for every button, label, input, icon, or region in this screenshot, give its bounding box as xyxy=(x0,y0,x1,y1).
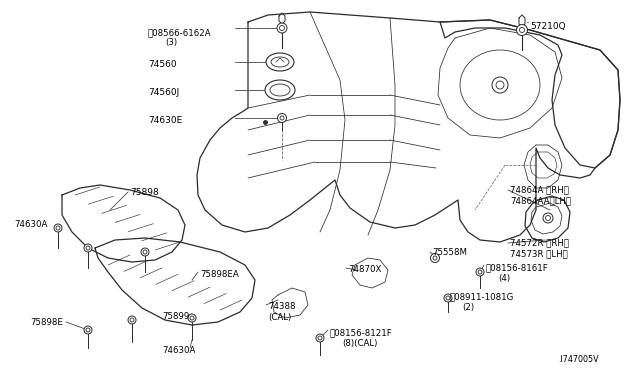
Text: 57210Q: 57210Q xyxy=(530,22,566,31)
Text: 74870X: 74870X xyxy=(348,265,381,274)
Circle shape xyxy=(316,334,324,342)
Text: (8)(CAL): (8)(CAL) xyxy=(342,339,378,348)
Circle shape xyxy=(496,81,504,89)
Ellipse shape xyxy=(270,84,290,96)
Circle shape xyxy=(188,314,196,322)
Text: Ⓢ08566-6162A: Ⓢ08566-6162A xyxy=(148,28,212,37)
Text: (4): (4) xyxy=(498,274,510,283)
Circle shape xyxy=(516,25,527,35)
Circle shape xyxy=(543,213,553,223)
Text: 74630A: 74630A xyxy=(14,220,47,229)
Text: 74573R 〈LH〉: 74573R 〈LH〉 xyxy=(510,249,568,258)
Text: ⒲08156-8121F: ⒲08156-8121F xyxy=(330,328,393,337)
Circle shape xyxy=(190,316,194,320)
Ellipse shape xyxy=(271,57,289,67)
Circle shape xyxy=(318,336,322,340)
Text: 75898E: 75898E xyxy=(30,318,63,327)
Text: (CAL): (CAL) xyxy=(268,313,291,322)
Circle shape xyxy=(476,268,484,276)
Circle shape xyxy=(84,326,92,334)
Text: 74572R 〈RH〉: 74572R 〈RH〉 xyxy=(510,238,569,247)
Circle shape xyxy=(520,28,525,32)
Circle shape xyxy=(54,224,62,232)
Circle shape xyxy=(56,226,60,230)
Text: 74560: 74560 xyxy=(148,60,177,69)
Text: 75899: 75899 xyxy=(162,312,189,321)
Circle shape xyxy=(84,244,92,252)
Text: 75558M: 75558M xyxy=(432,248,467,257)
Text: 74560J: 74560J xyxy=(148,88,179,97)
Text: ⒲08156-8161F: ⒲08156-8161F xyxy=(486,263,548,272)
Circle shape xyxy=(478,270,482,274)
Circle shape xyxy=(545,215,550,221)
Text: 74630E: 74630E xyxy=(148,116,182,125)
Ellipse shape xyxy=(266,53,294,71)
Text: 74864AA〈LH〉: 74864AA〈LH〉 xyxy=(510,196,571,205)
Text: 75898: 75898 xyxy=(130,188,159,197)
Circle shape xyxy=(86,246,90,250)
Circle shape xyxy=(431,253,440,263)
Circle shape xyxy=(446,296,450,300)
Circle shape xyxy=(277,23,287,33)
Circle shape xyxy=(492,77,508,93)
Circle shape xyxy=(280,26,285,31)
Ellipse shape xyxy=(460,50,540,120)
Circle shape xyxy=(86,328,90,332)
Text: 74630A: 74630A xyxy=(162,346,195,355)
Circle shape xyxy=(280,116,284,120)
Text: 74388: 74388 xyxy=(268,302,296,311)
Circle shape xyxy=(278,113,287,122)
Circle shape xyxy=(128,316,136,324)
Circle shape xyxy=(143,250,147,254)
Ellipse shape xyxy=(265,80,295,100)
Text: .I747005V: .I747005V xyxy=(558,355,598,364)
Text: (3): (3) xyxy=(165,38,177,47)
Circle shape xyxy=(141,248,149,256)
Circle shape xyxy=(433,256,437,260)
Text: 75898EA: 75898EA xyxy=(200,270,239,279)
Text: Ⓞ08911-1081G: Ⓞ08911-1081G xyxy=(450,292,515,301)
Text: (2): (2) xyxy=(462,303,474,312)
Text: 74864A 〈RH〉: 74864A 〈RH〉 xyxy=(510,185,569,194)
Circle shape xyxy=(444,294,452,302)
Circle shape xyxy=(130,318,134,322)
